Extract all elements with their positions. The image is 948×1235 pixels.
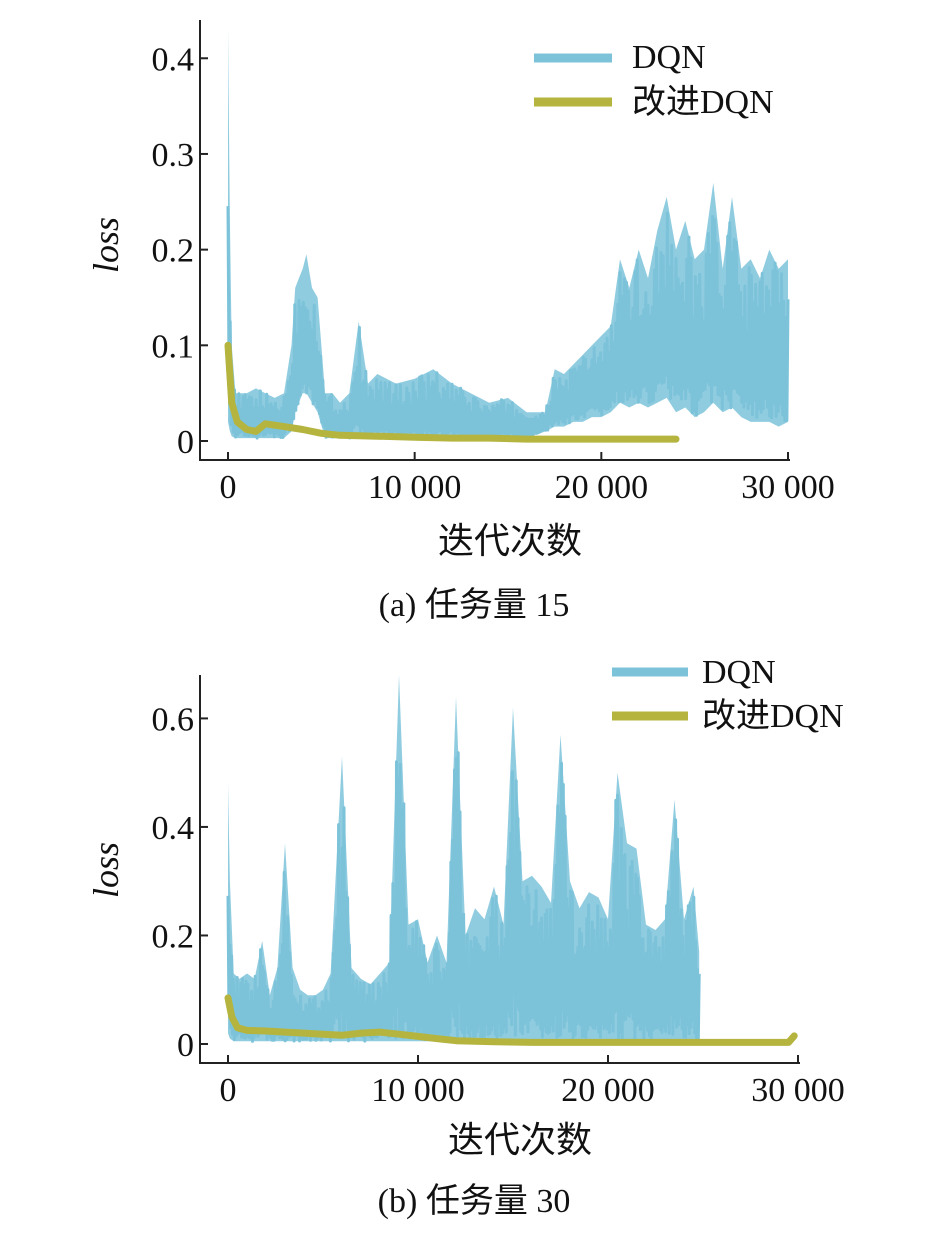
chart-b-legend-label-improved: 改进DQN	[702, 697, 844, 735]
chart-a-xlabel: 迭代次数	[438, 521, 582, 561]
chart-b-ytick-label: 0.2	[152, 918, 195, 955]
chart-b-xtick-label: 30 000	[751, 1072, 845, 1109]
chart-a-series-improved-line	[224, 341, 680, 443]
chart-a-xtick-label: 20 000	[555, 469, 649, 506]
chart-a-ytick-label: 0	[177, 424, 194, 461]
chart-a-xtick-label: 0	[220, 469, 237, 506]
chart-a-ylabel: loss	[86, 217, 126, 273]
chart-a: 0 0.1 0.2 0.3 0.4 0 10 000 20 000 30 000 loss 迭…	[86, 20, 835, 624]
chart-b-y-ticks: 0 0.2 0.4 0.6	[152, 701, 208, 1064]
chart-a-ytick-label: 0.3	[152, 137, 195, 174]
chart-b-ytick-label: 0.6	[152, 701, 195, 738]
chart-b-xtick-label: 0	[220, 1072, 237, 1109]
chart-a-legend-label-improved: 改进DQN	[632, 83, 774, 121]
chart-a-series-dqn-line	[226, 206, 790, 440]
chart-a-legend: DQN 改进DQN	[534, 39, 774, 121]
chart-b-ytick-label: 0.4	[152, 810, 195, 847]
chart-a-x-ticks: 0 10 000 20 000 30 000	[220, 452, 835, 506]
chart-a-series	[224, 29, 790, 443]
chart-b-xtick-label: 20 000	[561, 1072, 655, 1109]
chart-b-axes	[199, 675, 800, 1064]
chart-a-xtick-label: 30 000	[741, 469, 835, 506]
chart-b-caption: (b) 任务量 30	[378, 1182, 571, 1220]
chart-a-ytick-label: 0.4	[152, 41, 195, 78]
chart-a-caption: (a) 任务量 15	[379, 586, 570, 624]
chart-a-legend-label-dqn: DQN	[632, 39, 706, 76]
chart-a-ytick-label: 0.1	[152, 328, 195, 365]
chart-b-ytick-label: 0	[177, 1027, 194, 1064]
chart-b-legend: DQN 改进DQN	[612, 654, 844, 735]
chart-a-y-ticks: 0 0.1 0.2 0.3 0.4	[152, 41, 208, 461]
chart-b: 0 0.2 0.4 0.6 0 10 000 20 000 30 000 loss 迭代次数…	[86, 654, 845, 1220]
chart-b-series-improved-line	[224, 994, 798, 1046]
chart-b-legend-label-dqn: DQN	[702, 654, 776, 691]
chart-a-ytick-label: 0.2	[152, 233, 195, 270]
chart-a-xtick-label: 10 000	[368, 469, 462, 506]
chart-b-ylabel: loss	[86, 842, 126, 898]
chart-b-x-ticks: 0 10 000 20 000 30 000	[220, 1055, 845, 1109]
chart-a-axes	[199, 20, 790, 461]
chart-b-series-dqn-line	[226, 751, 701, 1043]
chart-b-xlabel: 迭代次数	[448, 1120, 592, 1160]
chart-b-series	[224, 675, 798, 1046]
chart-b-xtick-label: 10 000	[371, 1072, 465, 1109]
